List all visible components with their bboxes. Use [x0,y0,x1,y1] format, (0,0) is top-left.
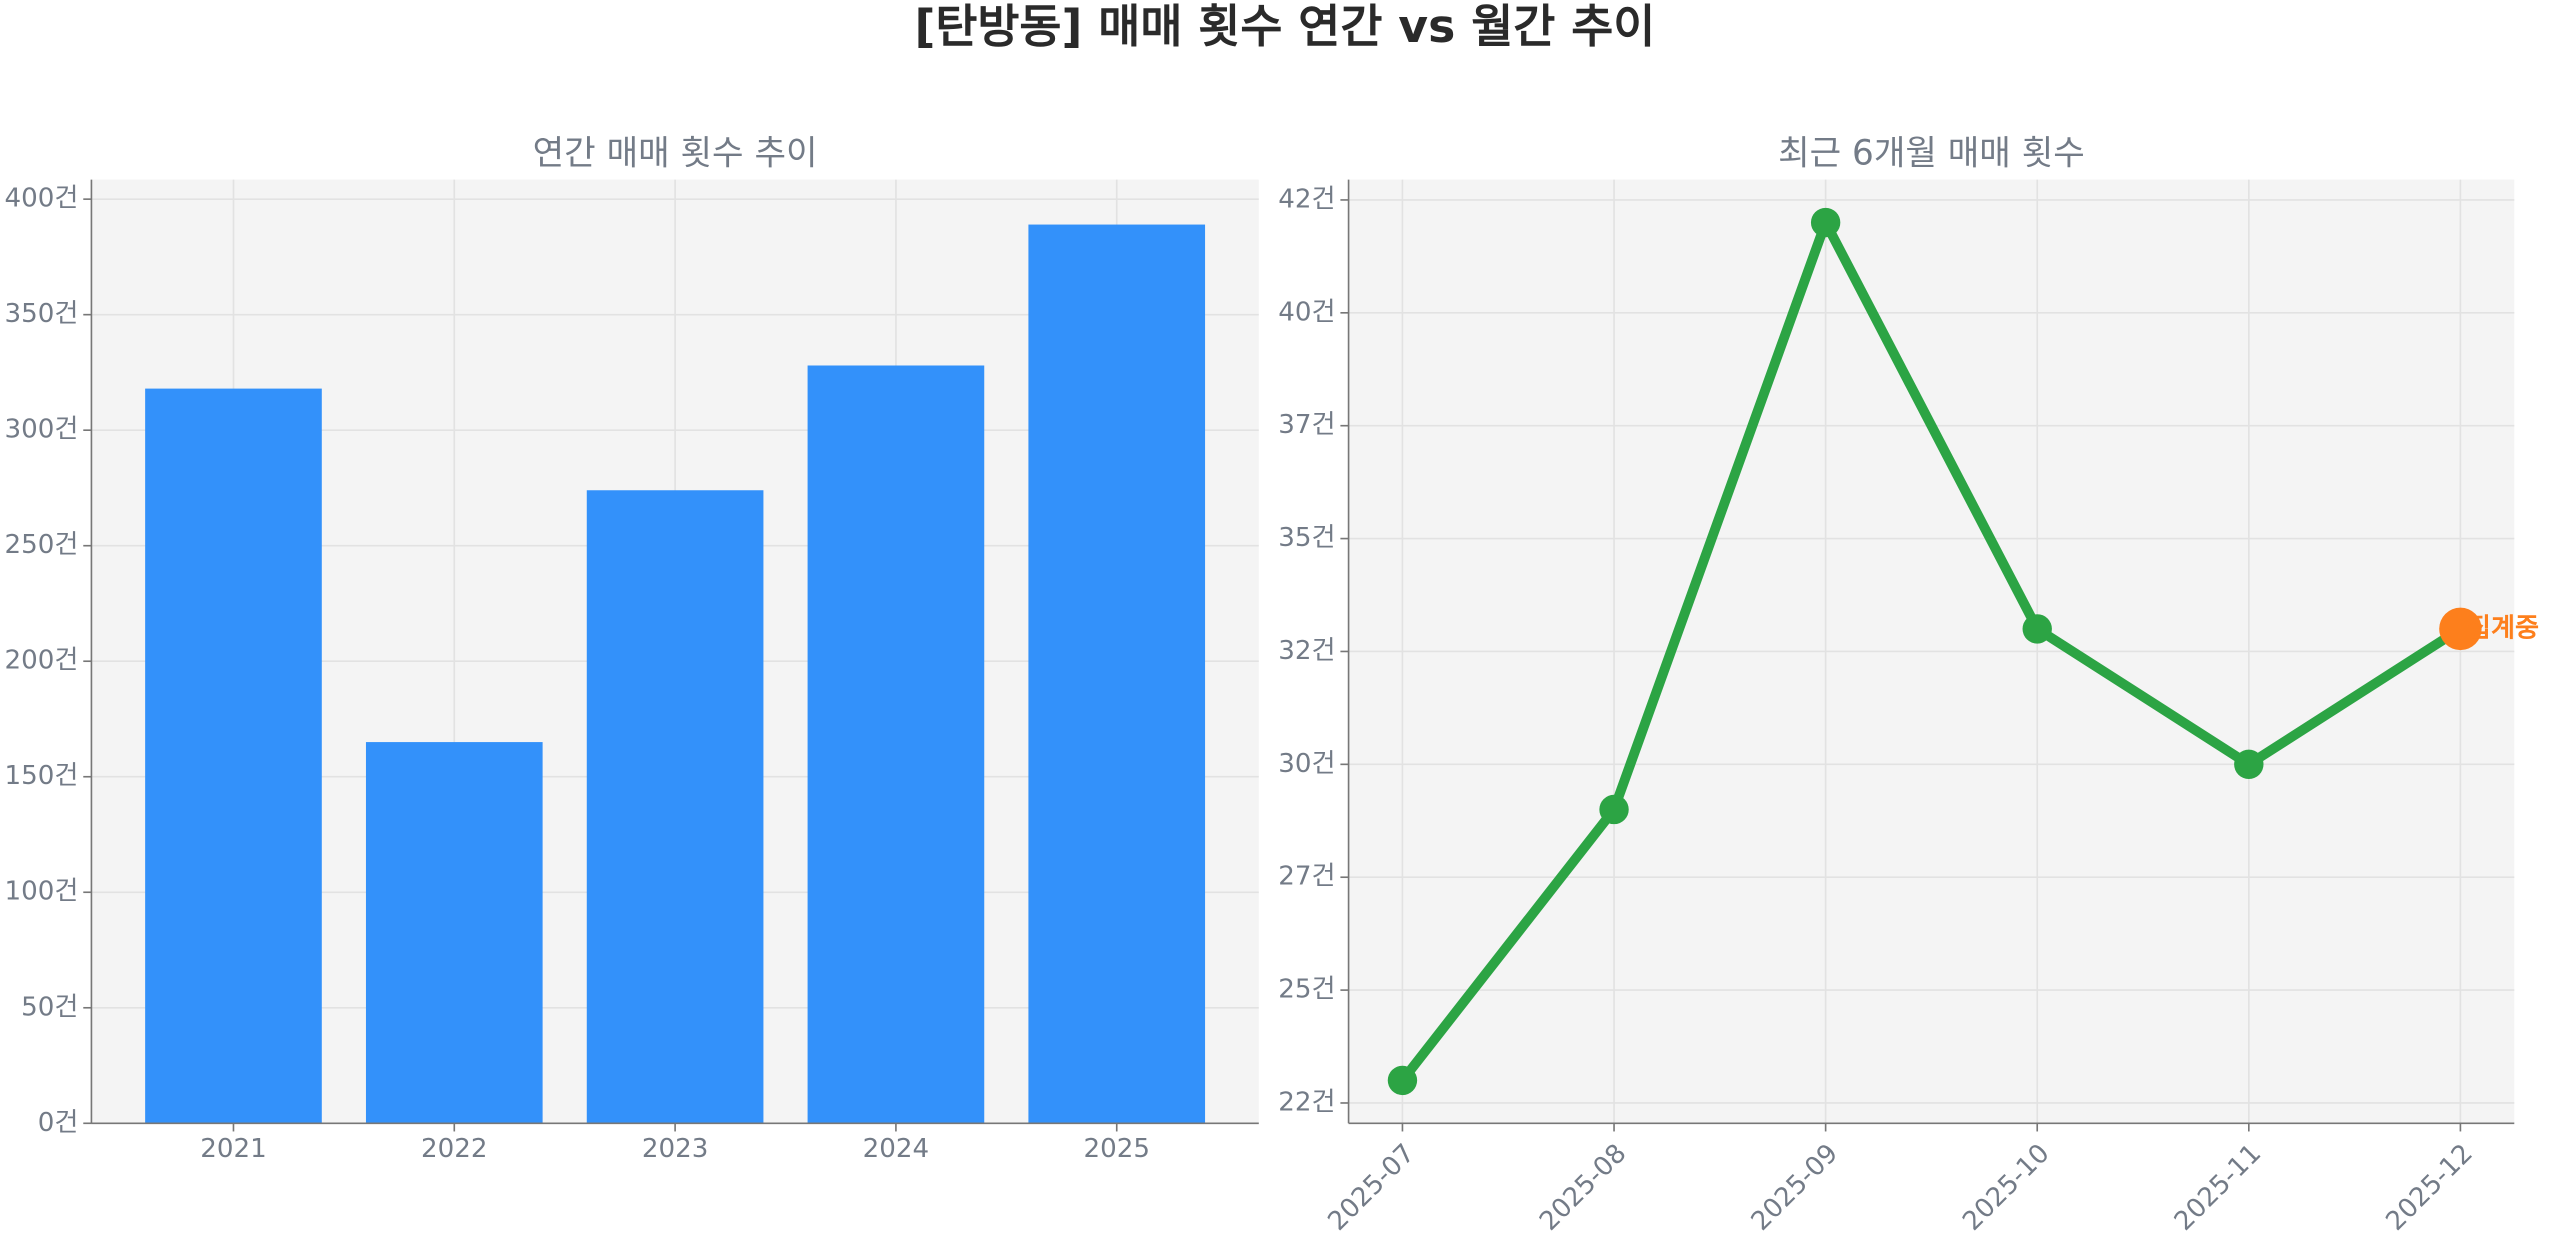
x-tick-label: 2025-12 [2380,1138,2478,1235]
y-tick-label: 27건 [1278,862,1335,892]
y-tick-label: 40건 [1278,297,1335,327]
chart-title: 연간 매매 횟수 추이 [533,134,818,174]
point [1810,207,1841,238]
chart-title: 최근 6개월 매매 횟수 [1778,134,2085,174]
bar [807,365,985,1124]
annotation: 집계중 [2467,613,2539,643]
y-tick-label: 42건 [1278,184,1335,214]
x-tick-label: 2025-10 [1957,1138,2055,1235]
y-tick-label: 37건 [1278,410,1335,440]
x-tick-label: 2025-11 [2169,1138,2267,1235]
highlight-marker [2439,607,2482,651]
y-tick-label: 350건 [5,299,79,329]
y-tick-label: 50건 [21,992,78,1022]
y-tick-label: 250건 [5,530,79,560]
x-tick-label: 2024 [863,1134,929,1164]
y-tick-label: 32건 [1278,636,1335,666]
y-tick-label: 35건 [1278,523,1335,553]
point [1387,1065,1418,1096]
x-tick-label: 2025-08 [1534,1138,1632,1235]
y-tick-label: 200건 [5,646,79,676]
bar [365,742,543,1124]
y-tick-label: 100건 [5,877,79,907]
x-tick-label: 2022 [421,1134,487,1164]
x-tick-label: 2025-09 [1746,1138,1844,1235]
line [1398,217,2464,1084]
y-tick-label: 400건 [5,184,79,214]
point [1599,794,1629,825]
y-tick-label: 0건 [38,1108,79,1138]
y-tick-label: 30건 [1278,749,1335,779]
bar [145,388,322,1124]
bar [1028,224,1206,1124]
x-tick-label: 2021 [200,1134,266,1164]
x-tick-label: 2023 [642,1134,708,1164]
y-tick-label: 25건 [1278,975,1335,1005]
figure-title: [탄방동] 매매 횟수 연간 vs 월간 추이 [914,0,1655,53]
bar [586,490,764,1124]
y-tick-label: 22건 [1278,1087,1335,1117]
x-tick-label: 2025 [1084,1134,1150,1164]
y-tick-label: 300건 [5,415,79,445]
y-tick-label: 150건 [5,761,79,791]
point [2234,749,2264,780]
x-tick-label: 2025-07 [1323,1138,1421,1235]
point [2022,614,2052,644]
